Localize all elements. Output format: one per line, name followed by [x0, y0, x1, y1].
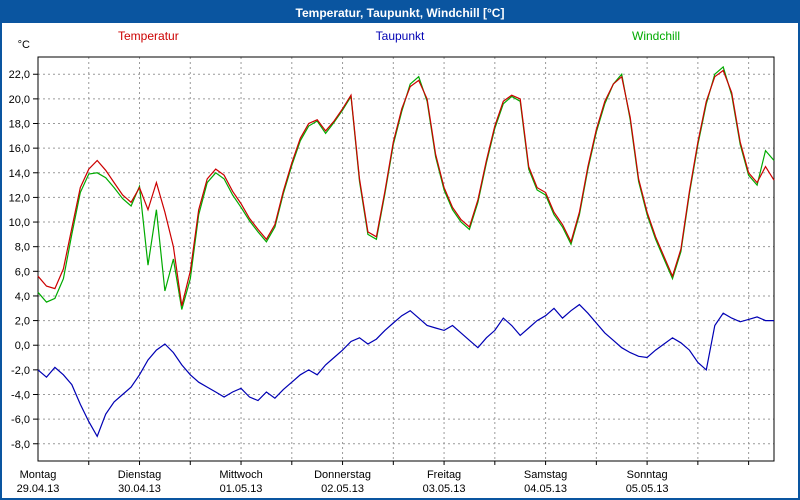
x-date-label: 01.05.13	[220, 483, 263, 495]
x-day-label: Samstag	[524, 469, 567, 481]
y-tick-label: 10,0	[9, 217, 30, 229]
x-day-label: Sonntag	[627, 469, 668, 481]
y-tick-label: 12,0	[9, 192, 30, 204]
x-date-label: 29.04.13	[17, 483, 60, 495]
window-title: Temperatur, Taupunkt, Windchill [°C]	[295, 5, 505, 20]
x-date-label: 30.04.13	[118, 483, 161, 495]
x-date-label: 03.05.13	[423, 483, 466, 495]
y-tick-label: 6,0	[15, 266, 30, 278]
y-tick-label: -4,0	[11, 389, 30, 401]
legend-temperatur: Temperatur	[118, 29, 179, 43]
series-line-windchill	[37, 65, 775, 310]
legend-windchill: Windchill	[632, 29, 681, 43]
y-tick-label: 22,0	[9, 69, 30, 81]
series-line-temperatur	[37, 69, 775, 306]
y-tick-label: 14,0	[9, 168, 30, 180]
chart-region: Temperatur Taupunkt Windchill 22,0 20,0 18…	[2, 23, 798, 498]
legend-taupunkt: Taupunkt	[375, 29, 425, 43]
x-day-label: Freitag	[427, 469, 461, 481]
x-date-label: 04.05.13	[524, 483, 567, 495]
y-tick-label: 0,0	[15, 340, 30, 352]
x-day-label: Montag	[20, 469, 57, 481]
x-day-label: Donnerstag	[314, 469, 371, 481]
y-tick-label: 2,0	[15, 316, 30, 328]
y-tick-label: 4,0	[15, 291, 30, 303]
window-titlebar: Temperatur, Taupunkt, Windchill [°C]	[2, 2, 798, 23]
series-line-taupunkt	[37, 303, 774, 438]
chart-svg[interactable]: 22,0 20,0 18,0 16,0 14,0 12,0 10,0 8,0 6,0 4,0 2,0…	[2, 23, 798, 497]
y-tick-label: -2,0	[11, 365, 30, 377]
y-tick-label: 16,0	[9, 143, 30, 155]
x-day-label: Dienstag	[118, 469, 161, 481]
y-tick-label: 8,0	[15, 242, 30, 254]
y-tick-label: 20,0	[9, 94, 30, 106]
x-date-label: 05.05.13	[626, 483, 669, 495]
y-tick-label: -6,0	[11, 414, 30, 426]
y-axis-unit: °C	[18, 39, 30, 51]
x-date-label: 02.05.13	[321, 483, 364, 495]
y-tick-label: 18,0	[9, 119, 30, 131]
x-day-label: Mittwoch	[219, 469, 262, 481]
y-tick-label: -8,0	[11, 439, 30, 451]
